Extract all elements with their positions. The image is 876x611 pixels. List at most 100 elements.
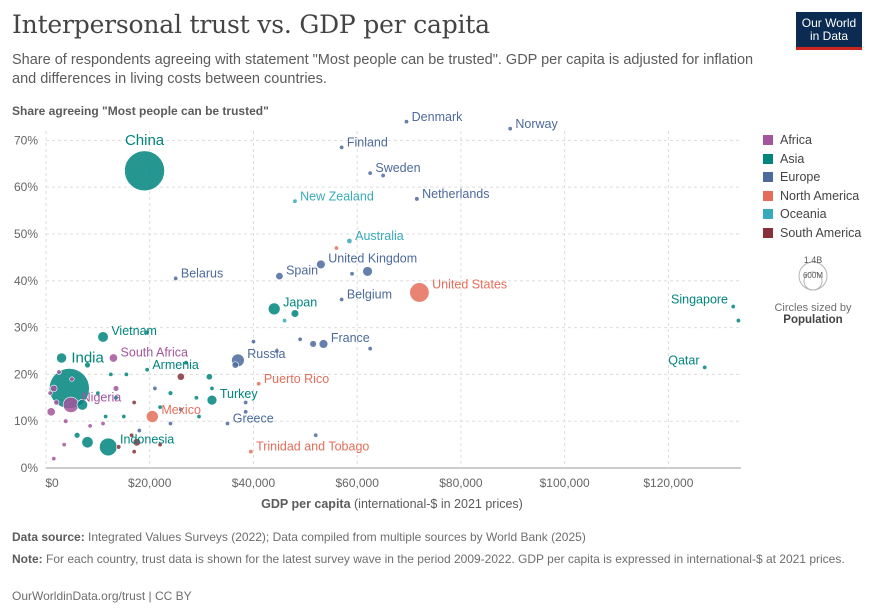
point-label: Netherlands [422, 187, 489, 201]
data-point [333, 245, 339, 251]
size-legend-inner: 600M [803, 271, 823, 280]
data-point [380, 172, 386, 178]
point-label: Nigeria [82, 391, 122, 405]
data-point [69, 376, 75, 382]
legend-label: South America [780, 225, 862, 240]
data-point [309, 340, 317, 348]
legend-item[interactable]: Oceania [763, 205, 861, 224]
data-point [144, 367, 150, 373]
legend-item[interactable]: Asia [763, 150, 861, 169]
x-tick-label: $20,000 [128, 476, 172, 490]
data-point [50, 384, 58, 393]
point-label: Greece [233, 412, 274, 426]
x-tick-label: $100,000 [540, 476, 590, 490]
point-label: Belarus [181, 267, 223, 281]
owid-logo[interactable]: Our World in Data [796, 12, 862, 50]
y-tick-label: 50% [14, 227, 38, 241]
point-label: United Kingdom [328, 252, 417, 266]
data-point [243, 399, 249, 405]
data-point [290, 309, 300, 318]
data-point [131, 449, 137, 455]
chart-title: Interpersonal trust vs. GDP per capita [12, 10, 490, 39]
data-point [339, 144, 345, 150]
legend-item[interactable]: South America [763, 224, 861, 243]
legend-item[interactable]: Europe [763, 168, 861, 187]
data-point [167, 421, 173, 427]
x-axis-label: GDP per capita (international-$ in 2021 … [261, 497, 523, 511]
point-label: Russia [247, 347, 285, 361]
point-label: France [331, 331, 370, 345]
data-point [108, 371, 114, 377]
y-tick-label: 60% [14, 180, 38, 194]
x-tick-label: $40,000 [232, 476, 276, 490]
x-tick-label: $80,000 [439, 476, 483, 490]
size-legend-caption: Circles sized by [774, 302, 852, 314]
data-point [81, 436, 94, 449]
data-point [735, 318, 741, 324]
data-point [274, 348, 280, 354]
point-label: China [125, 132, 165, 149]
data-point [403, 119, 409, 125]
data-point [61, 442, 67, 448]
y-tick-label: 30% [14, 321, 38, 335]
data-point [248, 449, 254, 455]
data-point [62, 396, 79, 413]
y-axis-label: Share agreeing "Most people can be trust… [12, 104, 269, 118]
logo-line-2: in Data [809, 29, 849, 43]
data-point [318, 339, 329, 349]
point-label: Spain [286, 264, 318, 278]
data-point [507, 126, 513, 132]
point-label: India [71, 349, 104, 366]
data-point [167, 390, 174, 396]
data-point [144, 329, 150, 335]
data-point [108, 353, 118, 363]
source-url[interactable]: OurWorldinData.org/trust | CC BY [12, 589, 192, 603]
x-ticks: $0 $20,000 $40,000 $60,000 $80,000 $100,000 $1… [45, 476, 693, 490]
data-point [51, 456, 57, 462]
data-point [95, 390, 101, 396]
note: Note: For each country, trust data is sh… [12, 552, 862, 567]
legend-swatch [763, 172, 773, 183]
point-label: Australia [355, 229, 404, 243]
x-axis-label-bold: GDP per capita [261, 497, 351, 511]
data-point [206, 394, 218, 406]
gridlines [45, 131, 741, 469]
data-point [87, 423, 93, 429]
size-legend: 1.4B 600M Circles sized by Population [763, 254, 863, 326]
data-point [316, 259, 326, 270]
data-source: Data source: Integrated Values Surveys (… [12, 530, 862, 545]
data-point [99, 437, 118, 457]
data-point [209, 385, 215, 391]
legend-item[interactable]: Africa [763, 131, 861, 150]
data-point [231, 361, 239, 369]
data-point [243, 409, 249, 415]
data-point [225, 421, 231, 427]
point-label: Indonesia [120, 432, 174, 446]
legend-item[interactable]: North America [763, 187, 861, 206]
data-point [63, 418, 69, 424]
legend: Africa Asia Europe North America Oceania Sout… [763, 131, 861, 242]
data-point [205, 373, 213, 381]
legend-swatch [763, 153, 773, 164]
data-point [250, 339, 256, 345]
data-point [193, 395, 199, 401]
point-label: United States [432, 278, 507, 292]
data-point [702, 364, 708, 370]
note-text: For each country, trust data is shown fo… [42, 552, 845, 566]
data-point [414, 196, 420, 202]
x-axis-label-rest: (international-$ in 2021 prices) [351, 497, 523, 511]
y-ticks: 0% 10% 20% 30% 40% 50% 60% 70% [14, 133, 38, 475]
note-label: Note: [12, 552, 43, 566]
y-tick-label: 40% [14, 274, 38, 288]
x-tick-label: $120,000 [643, 476, 693, 490]
data-source-label: Data source: [12, 530, 85, 544]
data-point [47, 390, 53, 396]
data-point [157, 442, 163, 448]
data-point [196, 414, 202, 420]
size-legend-top: 1.4B [804, 255, 823, 265]
point-labels: China India Denmark Norway Finland SwedenNeth… [71, 110, 728, 454]
data-point [113, 395, 119, 401]
point-label: Sweden [375, 161, 420, 175]
y-tick-label: 10% [14, 414, 38, 428]
